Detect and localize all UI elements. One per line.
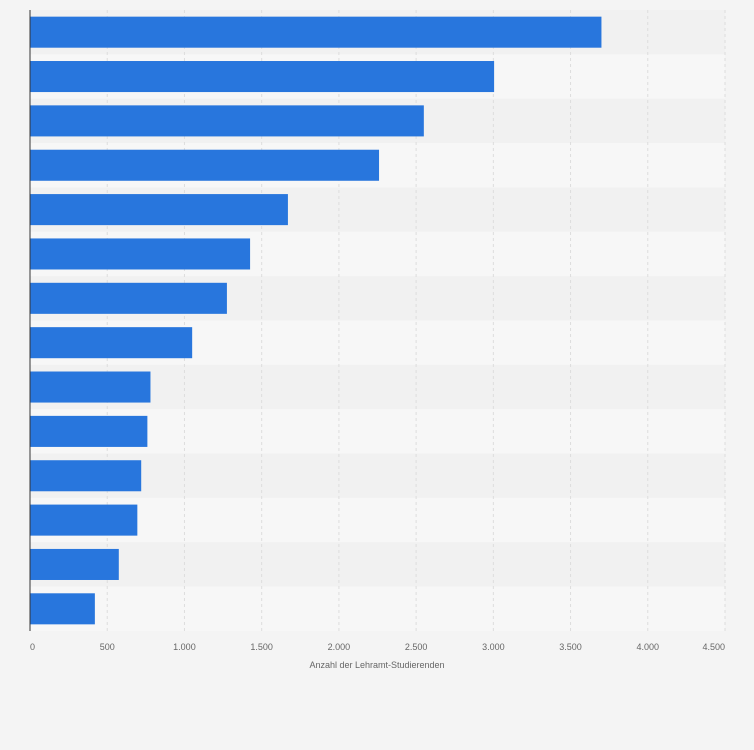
bar bbox=[30, 593, 95, 625]
row-band bbox=[30, 453, 725, 498]
row-bands bbox=[30, 10, 725, 631]
bar bbox=[30, 105, 424, 137]
x-tick-label: 0 bbox=[30, 642, 35, 652]
x-tick-label: 3.500 bbox=[559, 642, 582, 652]
x-axis-title: Anzahl der Lehramt-Studierenden bbox=[309, 660, 444, 670]
bars bbox=[30, 16, 602, 625]
bar bbox=[30, 371, 151, 403]
x-tick-label: 2.500 bbox=[405, 642, 428, 652]
x-tick-label: 4.000 bbox=[637, 642, 660, 652]
x-tick-label: 1.000 bbox=[173, 642, 196, 652]
bar bbox=[30, 460, 142, 492]
bar bbox=[30, 327, 193, 359]
row-band bbox=[30, 542, 725, 587]
x-tick-label: 2.000 bbox=[328, 642, 351, 652]
bar bbox=[30, 548, 119, 580]
bar bbox=[30, 16, 602, 48]
bar bbox=[30, 415, 148, 447]
row-band bbox=[30, 586, 725, 631]
x-tick-label: 3.000 bbox=[482, 642, 505, 652]
bar bbox=[30, 238, 251, 270]
bar bbox=[30, 282, 227, 314]
bar bbox=[30, 504, 138, 536]
x-tick-label: 500 bbox=[100, 642, 115, 652]
row-band bbox=[30, 497, 725, 543]
bar bbox=[30, 61, 495, 93]
x-tick-label: 4.500 bbox=[702, 642, 725, 652]
x-tick-label: 1.500 bbox=[250, 642, 273, 652]
bar bbox=[30, 194, 288, 226]
bar bbox=[30, 149, 380, 181]
x-tick-labels: 0 500 1.000 1.500 2.000 2.500 3.000 3.500 4.000 4… bbox=[30, 642, 725, 652]
